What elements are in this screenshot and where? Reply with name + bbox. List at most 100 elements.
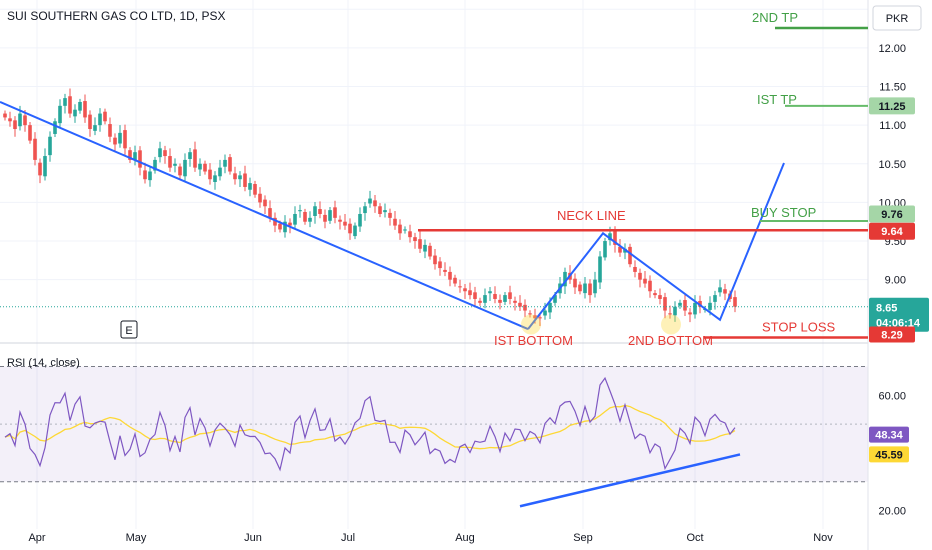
candle-body	[673, 306, 677, 316]
candle	[453, 274, 457, 287]
candle-body	[438, 261, 442, 269]
candle-body	[448, 271, 452, 280]
candle	[148, 166, 152, 187]
candle	[598, 251, 602, 290]
candle-body	[33, 138, 37, 160]
candle-body	[498, 299, 502, 303]
candle-body	[203, 163, 207, 172]
candle	[318, 201, 322, 219]
candle	[208, 163, 212, 185]
candle-body	[593, 279, 597, 294]
candle-body	[513, 300, 517, 303]
candle	[503, 292, 507, 305]
earnings-marker[interactable]: E	[120, 320, 138, 339]
candle	[223, 154, 227, 174]
candle-body	[83, 101, 87, 118]
candle	[13, 116, 17, 137]
candle	[53, 118, 57, 138]
candle	[353, 222, 357, 240]
candle-body	[58, 105, 62, 124]
candle-body	[668, 313, 672, 315]
candle-body	[273, 217, 277, 226]
candle-body	[573, 278, 577, 288]
candle	[668, 305, 672, 319]
stop-loss-label: STOP LOSS	[762, 320, 836, 335]
candle-body	[168, 156, 172, 168]
candle	[508, 285, 512, 305]
double-bottom-pattern[interactable]	[527, 162, 785, 330]
candle	[33, 132, 37, 166]
candle-body	[713, 295, 717, 302]
candle-body	[458, 286, 462, 288]
candle	[593, 271, 597, 298]
time-tick-label: Sep	[573, 532, 593, 544]
candle-body	[583, 283, 587, 294]
candle-body	[98, 113, 102, 126]
candle	[188, 147, 192, 167]
candle-body	[338, 219, 342, 222]
buy-stop-price-tag: 9.76	[881, 209, 902, 221]
candle	[408, 224, 412, 243]
candle	[688, 308, 692, 323]
candle	[173, 158, 177, 173]
bottom2-marker	[661, 314, 681, 335]
candle	[8, 111, 12, 127]
current-price-tag: 8.65	[876, 303, 897, 315]
candle-body	[588, 283, 592, 296]
candle-body	[443, 269, 447, 272]
candle-body	[733, 297, 737, 307]
candle-body	[678, 302, 682, 306]
candle	[733, 290, 737, 313]
candle	[68, 88, 72, 118]
price-tags: 11.25 9.76 9.64 8.65 04:06:14 8.29 48.34…	[869, 97, 929, 463]
candle-body	[683, 300, 687, 311]
currency-button[interactable]: PKR	[872, 5, 922, 31]
candle-body	[173, 163, 177, 166]
candle	[373, 194, 377, 213]
candle	[168, 148, 172, 172]
candle	[293, 206, 297, 229]
candle-body	[278, 223, 282, 230]
candle-body	[723, 289, 727, 294]
candle-body	[403, 229, 407, 231]
candle	[433, 248, 437, 270]
candle-body	[598, 256, 602, 283]
time-tick-label: Apr	[28, 532, 45, 544]
candle	[638, 268, 642, 288]
rsi-tick-label: 20.00	[878, 506, 906, 518]
candle	[413, 232, 417, 249]
candle-body	[78, 101, 82, 111]
candle-body	[408, 231, 412, 238]
buy-stop-label: BUY STOP	[751, 205, 816, 220]
candle-body	[543, 310, 547, 316]
candle	[358, 207, 362, 232]
candle-body	[323, 214, 327, 222]
price-tick-label: 11.50	[879, 82, 906, 94]
currency-label: PKR	[886, 13, 909, 25]
candle-body	[23, 115, 27, 126]
candle	[308, 211, 312, 228]
candle	[363, 202, 367, 221]
candle-body	[133, 152, 137, 160]
candle-body	[503, 295, 507, 302]
downtrend-line[interactable]	[0, 101, 529, 331]
candle-body	[103, 111, 107, 122]
candle-body	[628, 246, 632, 265]
candle-body	[68, 96, 72, 114]
time-axis[interactable]: Apr May Jun Jul Aug Sep Oct Nov	[28, 532, 833, 544]
candle	[113, 133, 117, 153]
candle-body	[523, 304, 527, 311]
candle	[693, 295, 697, 319]
candle-body	[138, 150, 142, 168]
candle-body	[353, 225, 357, 237]
candle	[523, 299, 527, 318]
candle	[343, 213, 347, 230]
rsi-trend-line[interactable]	[519, 453, 741, 508]
candle-body	[638, 272, 642, 280]
candle	[543, 302, 547, 320]
candle-body	[193, 149, 197, 168]
candle	[678, 299, 682, 309]
candle-body	[253, 184, 257, 195]
